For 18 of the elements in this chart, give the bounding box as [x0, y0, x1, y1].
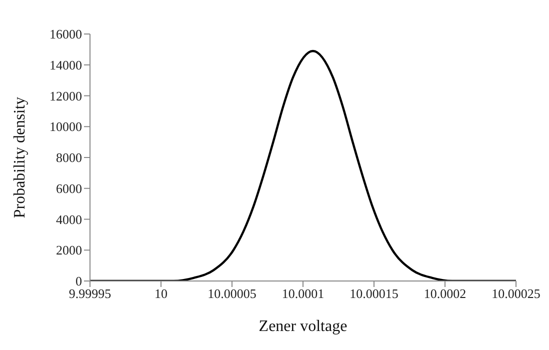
y-tick-label: 2000 [56, 242, 82, 258]
y-tick-label: 16000 [50, 26, 82, 42]
x-tick-label: 10.0002 [424, 286, 466, 302]
y-tick-label: 10000 [50, 119, 82, 134]
y-tick-label: 12000 [50, 88, 82, 104]
x-axis-title: Zener voltage [258, 318, 348, 335]
x-tick-label: 10 [154, 286, 168, 302]
y-tick-label: 8000 [56, 150, 82, 166]
x-tick-label: 10.00015 [350, 286, 398, 302]
y-tick-label: 14000 [50, 57, 82, 72]
y-tick-label: 6000 [56, 180, 82, 196]
y-tick-label: 4000 [56, 212, 82, 227]
x-tick-label: 9.99995 [68, 286, 112, 302]
y-axis-title: Probability density [12, 96, 29, 218]
y-tick-label: 0 [76, 274, 82, 289]
x-tick-label: 10.0001 [282, 286, 324, 302]
x-tick-label: 10.00025 [492, 286, 540, 302]
x-tick-label: 10.00005 [208, 286, 256, 302]
